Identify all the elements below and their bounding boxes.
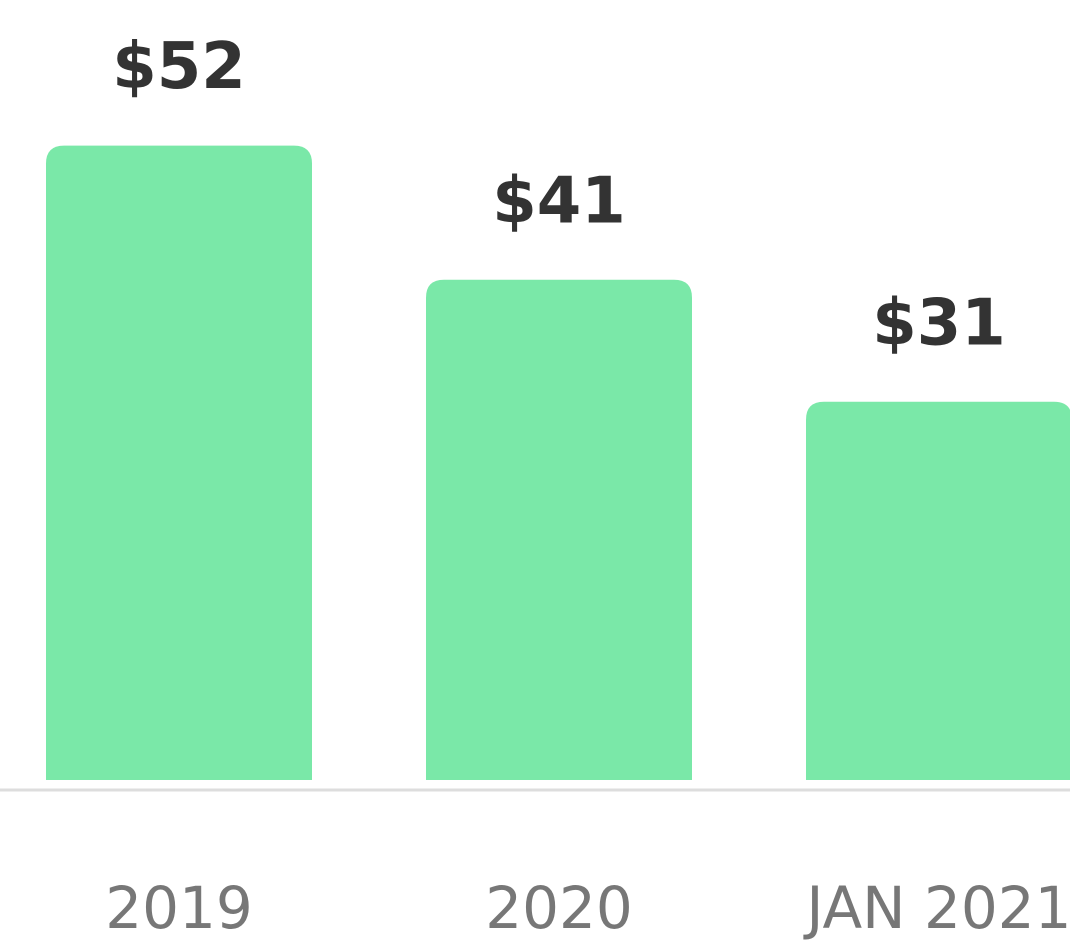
value-label: $31 <box>872 286 1006 360</box>
x-tick-label: 2019 <box>105 874 253 942</box>
x-tick-label: JAN 2021 <box>803 874 1070 942</box>
x-tick-label: 2020 <box>485 874 633 942</box>
bar <box>46 145 312 781</box>
value-label: $52 <box>112 30 246 104</box>
value-label: $41 <box>492 164 626 238</box>
bar <box>806 401 1070 780</box>
bar <box>426 279 692 780</box>
